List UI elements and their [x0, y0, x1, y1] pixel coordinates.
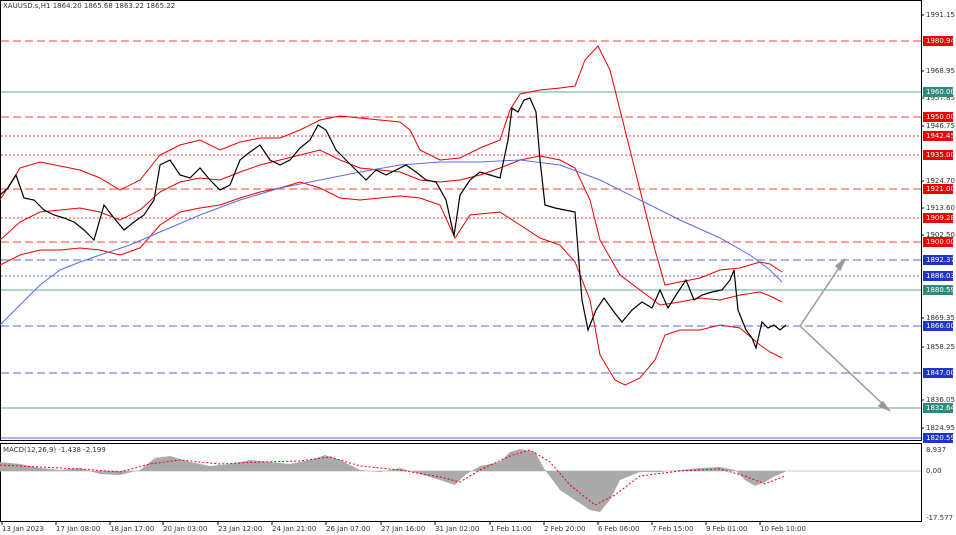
time-axis-label: 26 Jan 07:00: [326, 525, 370, 533]
level-box: [923, 184, 953, 194]
price-path: [0, 97, 787, 351]
level-box: [923, 285, 953, 295]
price-axis-label: 1858.25: [926, 343, 955, 351]
macd-axis-label: -17.577: [926, 514, 953, 522]
level-label: 1847.00: [926, 369, 955, 377]
time-axis-label: 17 Jan 08:00: [56, 525, 100, 533]
price-axis-label: 1968.95: [926, 67, 955, 75]
level-label: 1866.00: [926, 322, 955, 330]
time-axis-label: 7 Feb 15:00: [652, 525, 693, 533]
time-axis-label: 27 Jan 16:00: [381, 525, 425, 533]
time-axis-label: 2 Feb 20:00: [544, 525, 585, 533]
time-axis-label: 24 Jan 21:00: [272, 525, 316, 533]
macd-signal: [0, 449, 786, 506]
level-box: [923, 112, 953, 122]
level-label: 1921.00: [926, 185, 955, 193]
level-box: [923, 150, 953, 160]
level-label: 1909.28: [926, 214, 955, 222]
time-axis-label: 9 Feb 01:00: [706, 525, 747, 533]
price-axis-label: 1991.15: [926, 11, 955, 19]
level-box: [923, 403, 953, 413]
price-axis-label: 1913.60: [926, 204, 955, 212]
level-box: [923, 131, 953, 141]
price-axis-label: 1946.75: [926, 122, 955, 130]
macd-histogram: [0, 449, 785, 512]
forecast-arrows: [799, 258, 892, 412]
price-axis-label: 1869.35: [926, 314, 955, 322]
level-label: 1900.00: [926, 238, 955, 246]
bollinger-middle: [0, 149, 783, 306]
level-box: [923, 433, 953, 443]
level-label: 1886.03: [926, 272, 955, 280]
moving-average: [0, 159, 783, 326]
bollinger-upper: [0, 45, 783, 286]
level-label: 1820.59: [926, 434, 955, 442]
bollinger-lower: [0, 181, 783, 386]
level-label: 1880.59: [926, 286, 955, 294]
level-label: 1935.00: [926, 151, 955, 159]
macd-axis-label: 0.00: [926, 467, 942, 475]
level-label: 1980.94: [926, 37, 955, 45]
level-label: 1832.64: [926, 404, 955, 412]
time-axis-label: 10 Feb 10:00: [760, 525, 806, 533]
time-axis-label: 13 Jan 2023: [2, 525, 44, 533]
level-box: [923, 36, 953, 46]
price-axis-label: 1836.05: [926, 396, 955, 404]
level-box: [923, 237, 953, 247]
time-axis-label: 1 Feb 11:00: [490, 525, 531, 533]
level-box: [923, 368, 953, 378]
level-box: [923, 321, 953, 331]
time-axis-label: 23 Jan 12:00: [218, 525, 262, 533]
symbol-header: XAUUSD.s,H1 1864.20 1865.68 1863.22 1865…: [3, 2, 175, 10]
price-axis-label: 1924.70: [926, 177, 955, 185]
macd-pane: [0, 443, 922, 522]
time-axis-label: 20 Jan 03:00: [163, 525, 207, 533]
price-axis-label: 1824.95: [926, 424, 955, 432]
level-label: 1942.45: [926, 132, 955, 140]
time-axis-label: 31 Jan 02:00: [435, 525, 479, 533]
level-label: 1892.37: [926, 256, 955, 264]
price-axis-label: 1957.85: [926, 94, 955, 102]
macd-title: MACD(12,26,9) -1.438 -2.199: [3, 446, 106, 454]
time-axis-label: 18 Jan 17:00: [110, 525, 154, 533]
main-pane: [0, 0, 922, 441]
price-axis-label: 1902.50: [926, 231, 955, 239]
level-box: [923, 271, 953, 281]
level-box: [923, 87, 953, 97]
macd-axis-label: 8.937: [926, 446, 946, 454]
level-box: [923, 213, 953, 223]
level-label: 1960.00: [926, 88, 955, 96]
time-axis-label: 6 Feb 06:00: [598, 525, 639, 533]
level-label: 1950.00: [926, 113, 955, 121]
level-box: [923, 255, 953, 265]
